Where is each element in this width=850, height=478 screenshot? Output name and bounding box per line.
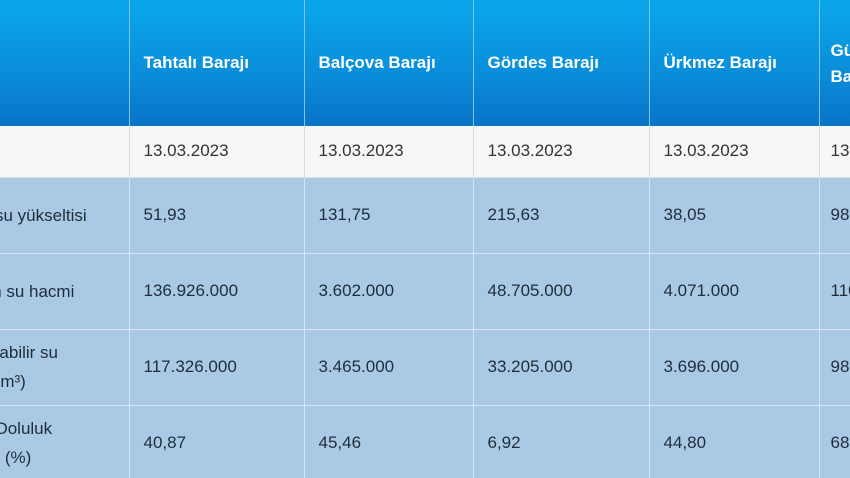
table-row: su yükseltisi 51,93 131,75 215,63 38,05 … bbox=[0, 177, 850, 254]
table-cell: 6,92 bbox=[473, 405, 650, 478]
row-label: am su hacmi bbox=[0, 281, 75, 301]
table-cell: 98 bbox=[819, 329, 850, 406]
table-cell: 110 bbox=[819, 253, 850, 330]
header-balcova: Balçova Barajı bbox=[304, 0, 474, 126]
table-header-row: Tahtalı Barajı Balçova Barajı Gördes Bar… bbox=[0, 0, 850, 126]
header-corner bbox=[0, 0, 130, 126]
table-cell: 13.03.2023 bbox=[304, 126, 474, 178]
table-row: anılabilir su mi (m³) 117.326.000 3.465.… bbox=[0, 329, 850, 406]
header-guzelhisar: Gü Ba bbox=[819, 0, 850, 126]
table-cell: 13.03.2023 bbox=[129, 126, 305, 178]
table-cell: 215,63 bbox=[473, 177, 650, 254]
table-cell: 3.465.000 bbox=[304, 329, 474, 406]
table-cell: 51,93 bbox=[129, 177, 305, 254]
row-label-cell: f Doluluk nı (%) bbox=[0, 405, 130, 478]
table-cell: 3.602.000 bbox=[304, 253, 474, 330]
row-label: anılabilir su mi (m³) bbox=[0, 343, 58, 391]
table-cell: 13. bbox=[819, 126, 850, 178]
table-cell: 68 bbox=[819, 405, 850, 478]
table-row: f Doluluk nı (%) 40,87 45,46 6,92 44,80 … bbox=[0, 405, 850, 478]
row-label: su yükseltisi bbox=[0, 205, 87, 225]
header-urkmez: Ürkmez Barajı bbox=[649, 0, 820, 126]
table-cell: 13.03.2023 bbox=[473, 126, 650, 178]
table-cell: 136.926.000 bbox=[129, 253, 305, 330]
table-cell: 40,87 bbox=[129, 405, 305, 478]
table-cell: 45,46 bbox=[304, 405, 474, 478]
row-label-cell: am su hacmi bbox=[0, 253, 130, 330]
table-cell: 38,05 bbox=[649, 177, 820, 254]
row-label-cell: su yükseltisi bbox=[0, 177, 130, 254]
row-label: f Doluluk nı (%) bbox=[0, 419, 53, 467]
table-cell: 3.696.000 bbox=[649, 329, 820, 406]
table-cell: 44,80 bbox=[649, 405, 820, 478]
table-cell: 98 bbox=[819, 177, 850, 254]
header-gordes: Gördes Barajı bbox=[473, 0, 650, 126]
table-cell: 13.03.2023 bbox=[649, 126, 820, 178]
header-guzelhisar-label: Gü Ba bbox=[830, 41, 850, 86]
row-label bbox=[0, 126, 130, 178]
row-label-cell: anılabilir su mi (m³) bbox=[0, 329, 130, 406]
header-tahtali: Tahtalı Barajı bbox=[129, 0, 305, 126]
table-row: am su hacmi 136.926.000 3.602.000 48.705… bbox=[0, 253, 850, 330]
table-cell: 131,75 bbox=[304, 177, 474, 254]
table-row: 13.03.2023 13.03.2023 13.03.2023 13.03.2… bbox=[0, 126, 850, 178]
table-cell: 4.071.000 bbox=[649, 253, 820, 330]
table-cell: 33.205.000 bbox=[473, 329, 650, 406]
table-cell: 48.705.000 bbox=[473, 253, 650, 330]
table-cell: 117.326.000 bbox=[129, 329, 305, 406]
